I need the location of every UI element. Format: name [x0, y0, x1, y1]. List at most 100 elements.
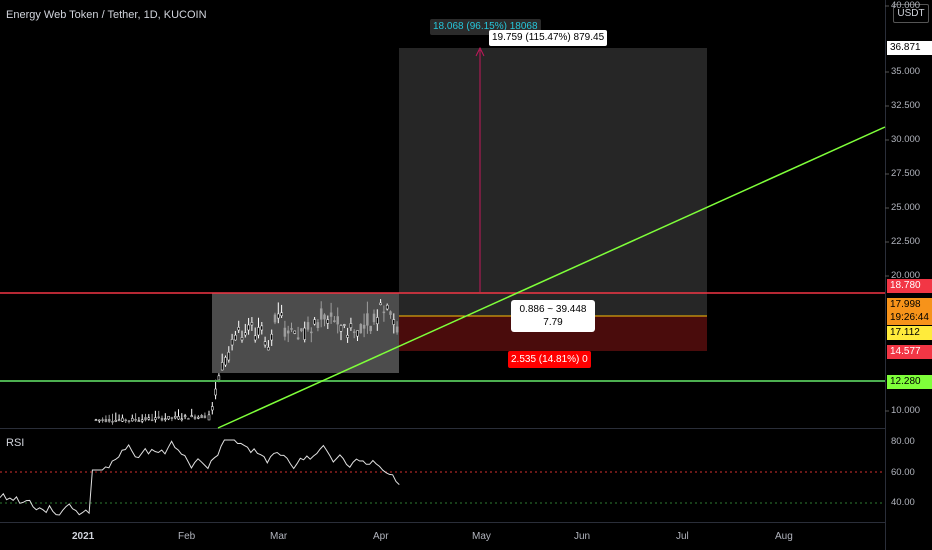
- countdown-tag: 19:26:44: [887, 311, 932, 325]
- candle-body: [211, 406, 214, 411]
- candle-body: [107, 419, 111, 422]
- candle-body: [167, 415, 170, 420]
- rsi-pane[interactable]: [0, 430, 885, 522]
- candle-body: [263, 341, 267, 346]
- candle-body: [385, 304, 389, 310]
- candle-body: [104, 419, 108, 422]
- price-tick: 20.000: [891, 270, 921, 281]
- candle-body: [137, 420, 141, 422]
- candle-body: [127, 420, 131, 422]
- candle-body: [214, 388, 217, 396]
- candle-body: [150, 419, 154, 422]
- candle-body: [349, 323, 353, 329]
- price-tick: 10.000: [891, 405, 921, 416]
- price-tick: 27.500: [891, 168, 921, 179]
- candle-body: [230, 339, 234, 346]
- candle-body: [356, 330, 359, 337]
- candle-body: [177, 416, 180, 420]
- last-price-tag: 17.998: [887, 298, 932, 312]
- candle-body: [280, 312, 283, 316]
- candle-body: [144, 417, 147, 421]
- time-tick-jun: Jun: [574, 531, 591, 542]
- candle-body: [267, 347, 270, 351]
- candle-body: [389, 311, 392, 315]
- candle-body: [234, 334, 237, 341]
- time-tick-2021: 2021: [72, 531, 95, 542]
- candle-body: [117, 419, 121, 422]
- candle-body: [98, 419, 101, 422]
- candle-body: [362, 324, 366, 329]
- candle-body: [160, 417, 164, 421]
- currency-selector[interactable]: USDT: [893, 4, 929, 23]
- price-tick: 30.000: [891, 134, 921, 145]
- candle-body: [101, 419, 104, 421]
- time-tick-aug: Aug: [775, 531, 793, 542]
- candle-body: [240, 337, 244, 341]
- candle-body: [217, 375, 221, 381]
- candle-body: [339, 325, 343, 332]
- candle-body: [296, 337, 300, 340]
- risk-reward-line2: 7.79: [543, 317, 563, 328]
- ascending-trendline[interactable]: [217, 126, 886, 429]
- candle-body: [326, 319, 330, 324]
- rsi-tick: 60.00: [891, 467, 915, 478]
- candle-body: [395, 326, 399, 333]
- candle-body: [220, 362, 224, 371]
- candle-body: [173, 416, 177, 419]
- candle-body: [343, 324, 346, 326]
- candle-body: [329, 312, 333, 317]
- candle-body: [372, 313, 376, 323]
- candle-body: [270, 333, 273, 341]
- candle-body: [183, 415, 187, 418]
- candle-body: [170, 417, 174, 419]
- candle-body: [286, 330, 290, 334]
- candle-body: [379, 302, 382, 305]
- candle-body: [147, 417, 151, 420]
- candle-body: [154, 417, 157, 420]
- time-tick-apr: Apr: [373, 531, 389, 542]
- candle-body: [300, 328, 303, 332]
- candle-body: [283, 327, 287, 337]
- candle-body: [114, 419, 118, 422]
- candle-body: [237, 327, 240, 331]
- candle-body: [260, 325, 264, 331]
- candle-body: [290, 328, 293, 330]
- risk-reward-box[interactable]: 0.886 ~ 39.448 7.79: [511, 300, 595, 332]
- rsi-tick: 80.00: [891, 436, 915, 447]
- time-tick-jul: Jul: [676, 531, 689, 542]
- candle-body: [359, 324, 363, 334]
- price-tick: 40.000: [891, 0, 921, 11]
- time-tick-may: May: [472, 531, 491, 542]
- candle-body: [382, 311, 386, 314]
- candle-body: [134, 419, 137, 421]
- candle-body: [352, 331, 356, 333]
- candle-body: [273, 314, 277, 323]
- time-tick-mar: Mar: [270, 531, 288, 542]
- candle-body: [193, 416, 197, 419]
- candle-body: [250, 322, 254, 326]
- candle-body: [244, 332, 247, 336]
- candle-body: [392, 319, 396, 325]
- candle-body: [180, 418, 184, 421]
- candle-body: [227, 351, 231, 361]
- candle-body: [190, 415, 193, 418]
- price-tick-marks: [885, 5, 889, 412]
- candle-body: [313, 319, 316, 325]
- target-label[interactable]: 19.759 (115.47%) 879.45: [489, 30, 608, 46]
- candle-body: [346, 334, 349, 338]
- candle-body: [224, 357, 227, 366]
- candle-body: [140, 419, 144, 422]
- candle-body: [310, 331, 313, 334]
- profit-zone[interactable]: [399, 48, 707, 316]
- candle-body: [111, 421, 114, 423]
- candle-body: [124, 419, 127, 422]
- rsi-label: RSI: [6, 437, 25, 449]
- chart-title: Energy Web Token / Tether, 1D, KUCOIN: [6, 9, 207, 21]
- candle-body: [253, 335, 257, 341]
- candle-body: [316, 322, 320, 328]
- candle-body: [293, 330, 297, 334]
- candle-body: [187, 418, 190, 420]
- stop-label[interactable]: 2.535 (14.81%) 0: [508, 351, 591, 368]
- rsi-tick: 40.00: [891, 497, 915, 508]
